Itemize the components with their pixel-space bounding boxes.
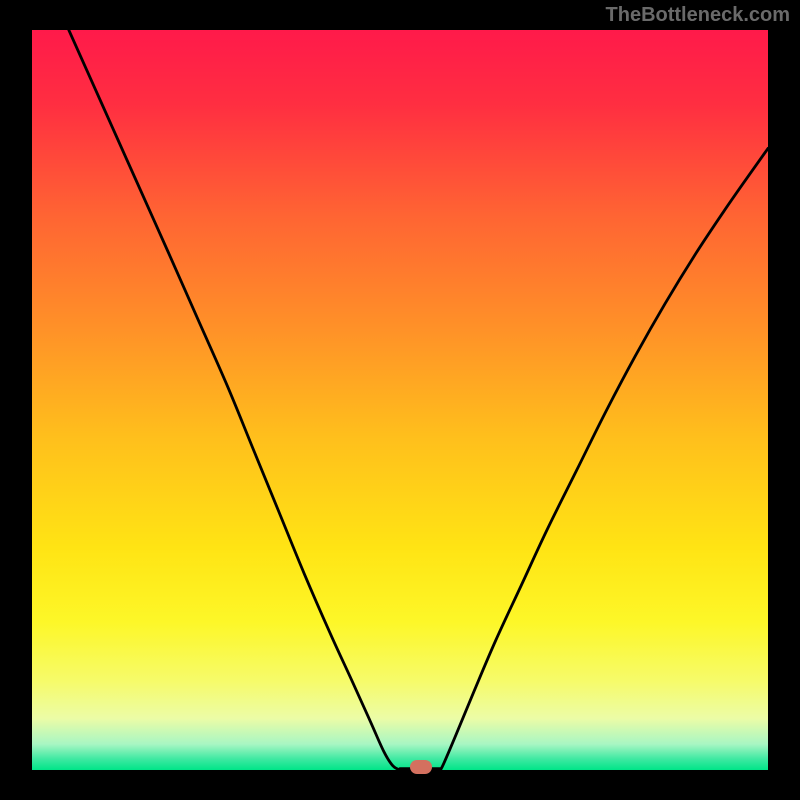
- plot-area: [32, 30, 768, 770]
- optimum-marker: [410, 760, 432, 774]
- bottleneck-curve: [32, 30, 768, 770]
- watermark-text: TheBottleneck.com: [606, 4, 790, 27]
- chart-frame: TheBottleneck.com: [0, 0, 800, 800]
